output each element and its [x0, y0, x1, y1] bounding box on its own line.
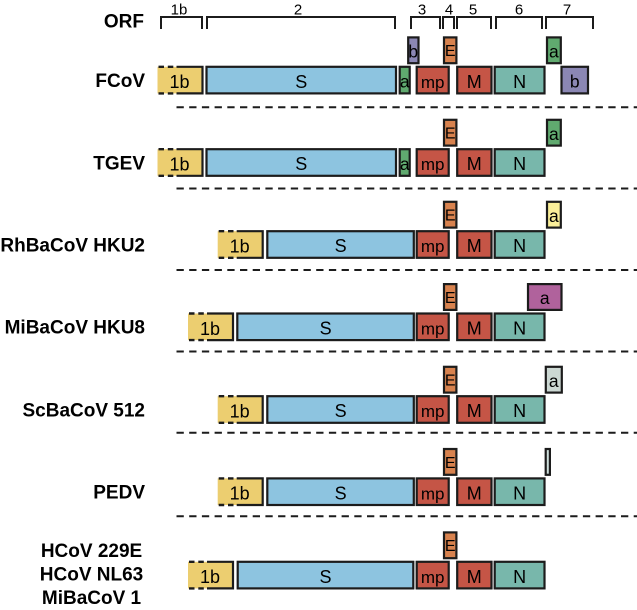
svg-text:E: E [445, 43, 456, 60]
svg-text:3: 3 [418, 2, 426, 19]
svg-text:S: S [335, 236, 347, 256]
svg-text:MiBaCoV HKU8: MiBaCoV HKU8 [5, 318, 145, 339]
svg-text:S: S [335, 483, 347, 503]
svg-text:N: N [513, 236, 526, 256]
svg-text:ORF: ORF [104, 12, 144, 33]
svg-text:ScBaCoV 512: ScBaCoV 512 [22, 400, 145, 421]
svg-text:6: 6 [515, 2, 523, 19]
svg-text:HCoV 229E: HCoV 229E [41, 541, 142, 562]
svg-text:mp: mp [421, 402, 445, 421]
svg-text:a: a [549, 124, 559, 144]
svg-text:M: M [467, 483, 482, 503]
svg-text:N: N [513, 401, 526, 421]
svg-text:a: a [400, 154, 410, 174]
svg-text:N: N [513, 319, 526, 339]
svg-text:FCoV: FCoV [95, 71, 145, 92]
svg-text:a: a [549, 41, 559, 61]
svg-text:M: M [467, 72, 482, 92]
svg-text:S: S [319, 567, 331, 587]
svg-text:N: N [513, 483, 526, 503]
svg-text:7: 7 [563, 2, 571, 19]
svg-text:1b: 1b [171, 2, 188, 19]
svg-text:1b: 1b [230, 402, 250, 422]
svg-text:a: a [549, 206, 559, 226]
svg-text:b: b [408, 41, 418, 61]
svg-text:mp: mp [421, 320, 445, 339]
svg-text:mp: mp [421, 237, 445, 256]
svg-text:M: M [467, 319, 482, 339]
svg-text:a: a [540, 288, 550, 308]
svg-text:1b: 1b [200, 567, 220, 587]
svg-text:PEDV: PEDV [93, 483, 145, 504]
svg-text:M: M [467, 401, 482, 421]
svg-text:E: E [445, 373, 456, 390]
svg-text:S: S [335, 401, 347, 421]
svg-text:M: M [467, 567, 482, 587]
svg-text:MiBaCoV 1: MiBaCoV 1 [42, 588, 142, 609]
svg-text:S: S [295, 154, 307, 174]
svg-text:mp: mp [421, 484, 445, 503]
svg-text:M: M [467, 236, 482, 256]
svg-text:E: E [445, 208, 456, 225]
svg-text:E: E [445, 290, 456, 307]
svg-text:1b: 1b [230, 484, 250, 504]
svg-text:N: N [513, 154, 526, 174]
svg-text:TGEV: TGEV [93, 153, 145, 174]
svg-text:2: 2 [294, 2, 302, 19]
svg-text:S: S [295, 72, 307, 92]
svg-text:S: S [320, 319, 332, 339]
svg-text:N: N [513, 72, 526, 92]
svg-text:1b: 1b [230, 237, 250, 257]
svg-text:mp: mp [421, 568, 445, 587]
svg-text:E: E [445, 455, 456, 472]
svg-text:mp: mp [421, 155, 445, 174]
svg-text:M: M [467, 154, 482, 174]
svg-text:4: 4 [445, 2, 453, 19]
svg-text:1b: 1b [200, 319, 220, 339]
svg-text:E: E [445, 538, 456, 555]
svg-text:N: N [513, 567, 526, 587]
svg-text:b: b [570, 72, 580, 92]
svg-text:a: a [549, 371, 559, 391]
svg-text:E: E [445, 126, 456, 143]
svg-text:a: a [400, 72, 410, 92]
svg-text:mp: mp [421, 73, 445, 92]
svg-text:5: 5 [469, 2, 477, 19]
svg-text:1b: 1b [169, 72, 189, 92]
svg-text:RhBaCoV HKU2: RhBaCoV HKU2 [0, 235, 145, 256]
svg-text:HCoV NL63: HCoV NL63 [40, 565, 143, 586]
svg-text:1b: 1b [169, 155, 189, 175]
